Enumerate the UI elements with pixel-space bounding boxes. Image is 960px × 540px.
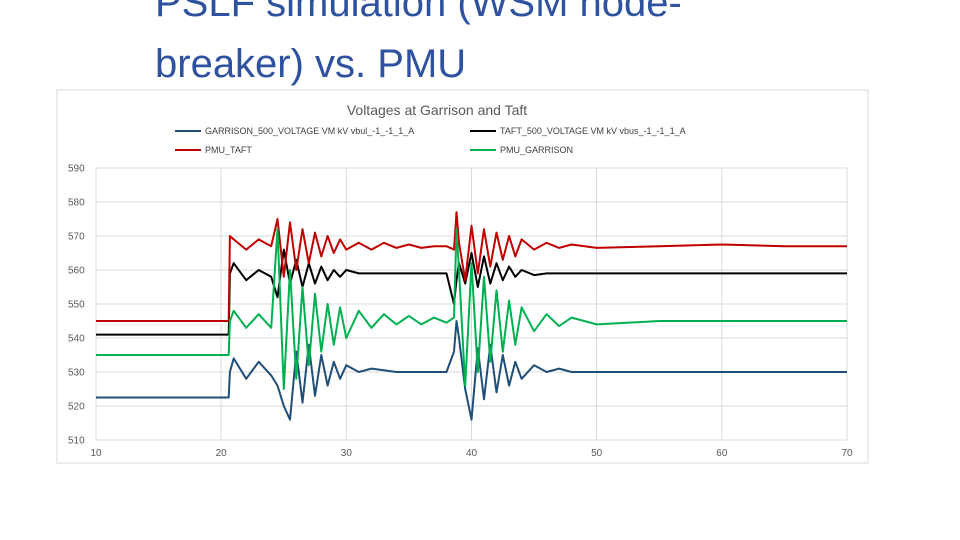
- y-tick-label: 590: [68, 164, 85, 175]
- y-tick-label: 570: [68, 232, 85, 243]
- series-line: [96, 211, 847, 322]
- chart-title: Voltages at Garrison and Taft: [347, 102, 527, 118]
- slide-title-line: breaker) vs. PMU: [155, 42, 466, 86]
- y-tick-label: 560: [68, 266, 85, 277]
- legend-label: TAFT_500_VOLTAGE VM kV vbus_-1_-1_1_A: [500, 126, 686, 136]
- x-tick-label: 40: [466, 448, 478, 459]
- legend-label: PMU_TAFT: [205, 145, 252, 155]
- x-tick-label: 30: [341, 448, 353, 459]
- legend-label: GARRISON_500_VOLTAGE VM kV vbul_-1_-1_1_…: [205, 126, 414, 136]
- x-tick-label: 50: [591, 448, 603, 459]
- series-line: [96, 228, 847, 390]
- y-tick-label: 550: [68, 300, 85, 311]
- y-tick-label: 540: [68, 334, 85, 345]
- x-tick-label: 20: [216, 448, 228, 459]
- y-tick-label: 580: [68, 198, 85, 209]
- series-line: [96, 248, 847, 336]
- y-tick-label: 520: [68, 402, 85, 413]
- y-tick-label: 530: [68, 368, 85, 379]
- series-line: [96, 320, 847, 421]
- legend-label: PMU_GARRISON: [500, 145, 573, 155]
- y-tick-label: 510: [68, 436, 85, 447]
- x-tick-label: 10: [90, 448, 102, 459]
- x-tick-label: 70: [841, 448, 853, 459]
- slide-title-line: PSLF simulation (WSM node-: [155, 0, 682, 25]
- x-tick-label: 60: [716, 448, 728, 459]
